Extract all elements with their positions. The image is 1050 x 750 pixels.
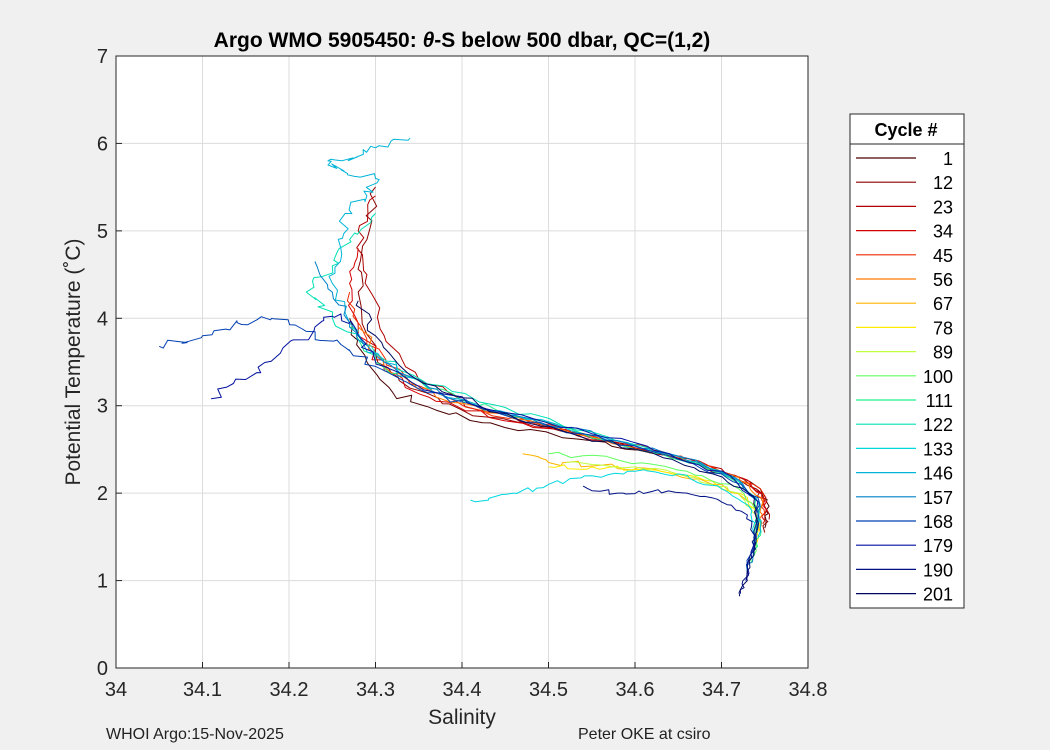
legend-label-168: 168 bbox=[923, 512, 953, 532]
series-line-cycle-133 bbox=[470, 469, 757, 538]
legend-label-157: 157 bbox=[923, 488, 953, 508]
y-tick-label: 0 bbox=[97, 658, 108, 680]
x-tick-label: 34.1 bbox=[183, 679, 222, 701]
footer-source: WHOI Argo:15-Nov-2025 bbox=[106, 726, 284, 743]
x-tick-label: 34.6 bbox=[616, 679, 655, 701]
legend-label-45: 45 bbox=[933, 246, 953, 266]
x-tick-label: 34 bbox=[105, 679, 127, 701]
y-tick-label: 6 bbox=[97, 133, 108, 155]
series-lines bbox=[158, 137, 771, 597]
legend: Cycle # 1 12 23 34 45 56 67 78 89 100 111 122 133 146… bbox=[849, 113, 965, 609]
legend-label-179: 179 bbox=[923, 536, 953, 556]
x-tick-label: 34.7 bbox=[702, 679, 741, 701]
legend-label-122: 122 bbox=[923, 415, 953, 435]
y-tick-label: 5 bbox=[97, 221, 108, 243]
y-tick-labels: 0 1 2 3 4 5 6 7 bbox=[97, 46, 122, 680]
legend-entries: 1 12 23 34 45 56 67 78 89 100 111 122 133 146 157 168 17… bbox=[856, 149, 953, 605]
x-tick-label: 34.4 bbox=[443, 679, 482, 701]
legend-label-89: 89 bbox=[933, 343, 953, 363]
title-prefix: Argo WMO 5905450: bbox=[214, 29, 423, 52]
legend-label-12: 12 bbox=[933, 173, 953, 193]
chart-title: Argo WMO 5905450: θ-S below 500 dbar, QC… bbox=[214, 29, 711, 52]
y-tick-label: 4 bbox=[97, 308, 108, 330]
x-tick-label: 34.2 bbox=[270, 679, 309, 701]
legend-label-190: 190 bbox=[923, 560, 953, 580]
legend-label-133: 133 bbox=[923, 439, 953, 459]
legend-label-23: 23 bbox=[933, 197, 953, 217]
series-line-cycle-190 bbox=[582, 485, 757, 594]
title-theta: θ bbox=[423, 29, 435, 52]
y-axis-label: Potential Temperature (˚C) bbox=[62, 238, 85, 485]
y-tick-label: 7 bbox=[97, 46, 108, 68]
legend-label-67: 67 bbox=[933, 294, 953, 314]
series-line-cycle-34 bbox=[348, 248, 768, 524]
series-line-cycle-168 bbox=[158, 316, 761, 568]
y-tick-label: 1 bbox=[97, 571, 108, 593]
legend-label-56: 56 bbox=[933, 270, 953, 290]
legend-label-111: 111 bbox=[926, 391, 953, 411]
legend-label-100: 100 bbox=[923, 367, 953, 387]
series-line-cycle-201 bbox=[355, 300, 759, 597]
footer-author: Peter OKE at csiro bbox=[578, 726, 711, 743]
x-tick-labels: 34 34.1 34.2 34.3 34.4 34.5 34.6 34.7 34.8 bbox=[105, 662, 828, 701]
x-tick-label: 34.3 bbox=[356, 679, 395, 701]
series-line-cycle-179 bbox=[211, 313, 759, 581]
title-suffix: -S below 500 dbar, QC=(1,2) bbox=[434, 29, 710, 52]
y-tick-label: 3 bbox=[97, 396, 108, 418]
series-line-cycle-56 bbox=[357, 326, 764, 529]
legend-label-201: 201 bbox=[923, 585, 953, 605]
y-tick-label: 2 bbox=[97, 483, 108, 505]
legend-title-box bbox=[849, 113, 965, 145]
legend-label-34: 34 bbox=[933, 222, 953, 242]
x-tick-label: 34.5 bbox=[529, 679, 568, 701]
x-axis-label: Salinity bbox=[428, 706, 496, 729]
x-tick-label: 34.8 bbox=[789, 679, 828, 701]
legend-label-146: 146 bbox=[923, 464, 953, 484]
legend-label-78: 78 bbox=[933, 318, 953, 338]
legend-label-1: 1 bbox=[943, 149, 953, 169]
legend-title: Cycle # bbox=[874, 120, 937, 140]
